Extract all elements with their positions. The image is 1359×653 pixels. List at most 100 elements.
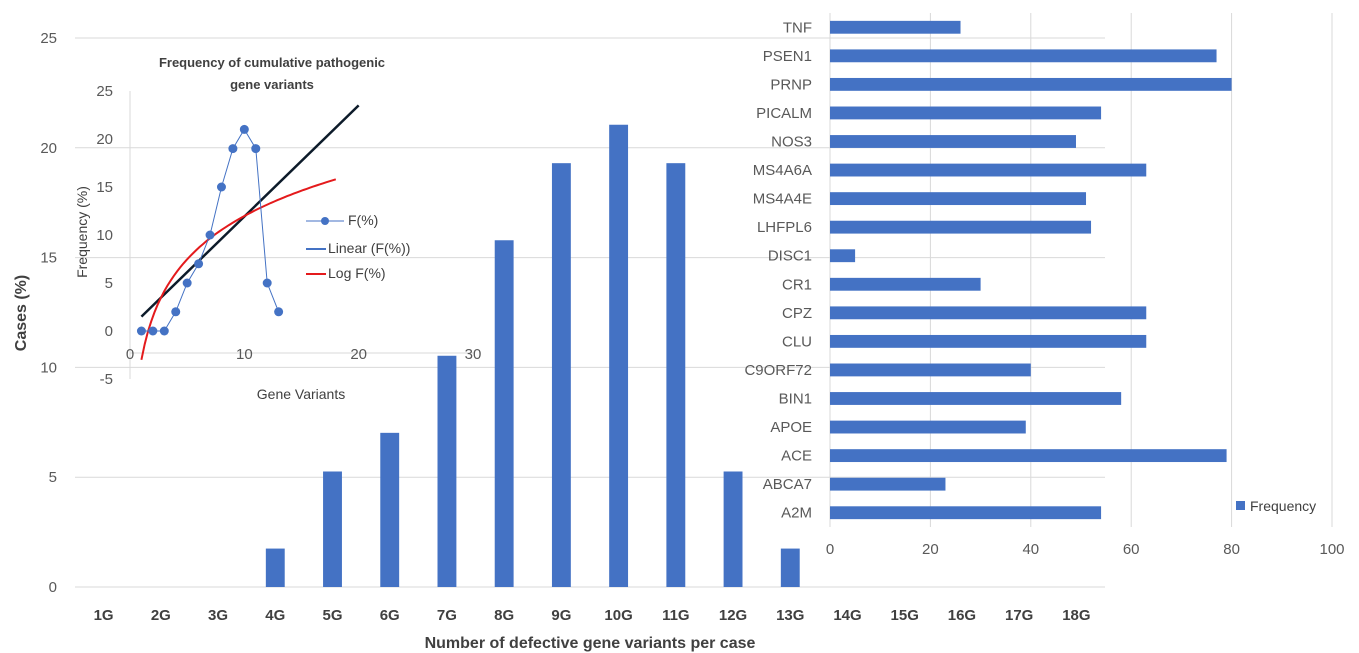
inset-y-tick-label: 20 — [96, 131, 113, 148]
gene-bar — [830, 20, 961, 34]
gene-bar — [830, 220, 1092, 234]
main-x-tick-label: 1G — [94, 607, 114, 624]
gene-bar — [830, 163, 1147, 177]
inset-title-line2: gene variants — [230, 77, 314, 92]
main-y-tick-label: 20 — [40, 140, 57, 157]
gene-bar — [830, 49, 1217, 63]
main-x-axis-title: Number of defective gene variants per ca… — [425, 635, 756, 652]
gene-bar — [830, 249, 856, 263]
main-x-tick-label: 12G — [719, 607, 747, 624]
main-x-tick-label: 10G — [604, 607, 632, 624]
inset-y-tick-label: 0 — [105, 323, 113, 340]
inset-point — [262, 278, 272, 288]
gene-category-label: DISC1 — [768, 248, 812, 265]
gene-bar — [830, 420, 1026, 434]
inset-y-tick-label: 25 — [96, 83, 113, 100]
main-bar — [265, 548, 285, 587]
gene-category-label: CLU — [782, 333, 812, 350]
inset-point — [228, 144, 238, 154]
gene-bar — [830, 477, 946, 491]
gene-frequency-chart: TNF PSEN1 PRNP PICALM NOS3 MS4A6A MS4A4E LHFPL6… — [744, 13, 1345, 558]
inset-y-tick-labels: -5 0 5 10 15 20 25 — [96, 83, 113, 388]
inset-x-tick-labels: 0 10 20 30 — [126, 346, 482, 363]
gene-category-label: LHFPL6 — [757, 219, 812, 236]
gene-category-label: C9ORF72 — [744, 362, 812, 379]
inset-legend-label: Linear (F(%)) — [328, 240, 410, 256]
gene-x-tick-label: 60 — [1123, 541, 1140, 558]
gene-bar — [830, 77, 1232, 91]
gene-category-label: MS4A4E — [753, 191, 812, 208]
inset-point — [159, 326, 169, 336]
main-y-tick-labels: 0 5 10 15 20 25 — [40, 30, 57, 596]
main-y-tick-label: 5 — [49, 469, 57, 486]
main-x-tick-labels: 1G 2G 3G 4G 5G 6G 7G 8G 9G 10G 11G 12G 13G 14G 15G 16G 1… — [94, 607, 1091, 624]
main-x-tick-label: 11G — [662, 607, 690, 624]
inset-legend-marker — [321, 217, 329, 225]
gene-category-labels: TNF PSEN1 PRNP PICALM NOS3 MS4A6A MS4A4E LHFPL6… — [744, 19, 812, 521]
inset-y-tick-label: 15 — [96, 179, 113, 196]
gene-category-label: CPZ — [782, 305, 812, 322]
gene-x-tick-label: 100 — [1319, 541, 1344, 558]
main-x-tick-label: 15G — [891, 607, 919, 624]
inset-point — [251, 144, 261, 154]
inset-title-line1: Frequency of cumulative pathogenic — [159, 55, 385, 70]
main-bar — [551, 163, 571, 587]
gene-bar — [830, 277, 981, 291]
gene-category-label: ACE — [781, 448, 812, 465]
inset-y-tick-label: -5 — [100, 371, 113, 388]
main-y-tick-label: 25 — [40, 30, 57, 47]
main-x-tick-label: 8G — [494, 607, 514, 624]
main-bars — [265, 124, 800, 588]
inset-legend-label: F(%) — [348, 212, 378, 228]
inset-x-tick-label: 20 — [350, 346, 367, 363]
inset-legend: F(%) Linear (F(%)) Log F(%) — [306, 212, 410, 281]
inset-point — [239, 124, 249, 134]
inset-x-axis-title: Gene Variants — [257, 386, 345, 402]
gene-category-label: CR1 — [782, 276, 812, 293]
inset-series — [136, 104, 360, 361]
inset-point — [148, 326, 158, 336]
gene-bar — [830, 334, 1147, 348]
gene-category-label: ABCA7 — [763, 476, 812, 493]
gene-x-tick-label: 40 — [1022, 541, 1039, 558]
gene-bar — [830, 135, 1076, 148]
main-bar — [666, 163, 686, 587]
main-x-tick-label: 18G — [1062, 607, 1090, 624]
main-bar — [323, 471, 342, 587]
gene-category-label: A2M — [781, 505, 812, 522]
inset-series-line — [141, 128, 280, 332]
main-y-tick-label: 0 — [49, 579, 57, 596]
gene-legend: Frequency — [1236, 498, 1316, 514]
main-bar — [437, 355, 457, 587]
gene-category-label: PSEN1 — [763, 48, 812, 65]
main-gridlines — [75, 37, 1105, 588]
gene-x-tick-label: 20 — [922, 541, 939, 558]
inset-x-tick-label: 10 — [236, 346, 253, 363]
inset-y-tick-label: 5 — [105, 275, 113, 292]
main-y-tick-label: 15 — [40, 250, 57, 267]
main-x-tick-label: 7G — [437, 607, 457, 624]
main-bar — [723, 471, 743, 587]
gene-category-label: PRNP — [770, 76, 812, 93]
gene-category-label: NOS3 — [771, 134, 812, 151]
gene-x-tick-label: 0 — [826, 541, 834, 558]
main-x-tick-label: 13G — [776, 607, 804, 624]
main-bar — [494, 240, 514, 588]
inset-point — [182, 278, 192, 288]
main-x-tick-label: 16G — [948, 607, 976, 624]
gene-category-label: BIN1 — [779, 391, 812, 408]
inset-point — [194, 259, 204, 269]
main-x-tick-label: 4G — [265, 607, 285, 624]
main-x-tick-label: 3G — [208, 607, 228, 624]
inset-y-axis-title: Frequency (%) — [74, 186, 90, 278]
inset-point — [205, 230, 215, 240]
inset-point — [216, 182, 226, 192]
inset-linear-trendline — [140, 104, 360, 318]
gene-bar — [830, 506, 1102, 520]
gene-gridlines — [829, 13, 1333, 527]
main-x-tick-label: 5G — [322, 607, 342, 624]
main-bar — [609, 124, 629, 587]
main-x-tick-label: 14G — [833, 607, 861, 624]
gene-category-label: TNF — [783, 19, 812, 36]
main-bar-chart: 0 5 10 15 20 25 1G 2G 3G 4G 5G 6G 7G 8G 9G 10G 11G 12G 13… — [13, 30, 1105, 652]
